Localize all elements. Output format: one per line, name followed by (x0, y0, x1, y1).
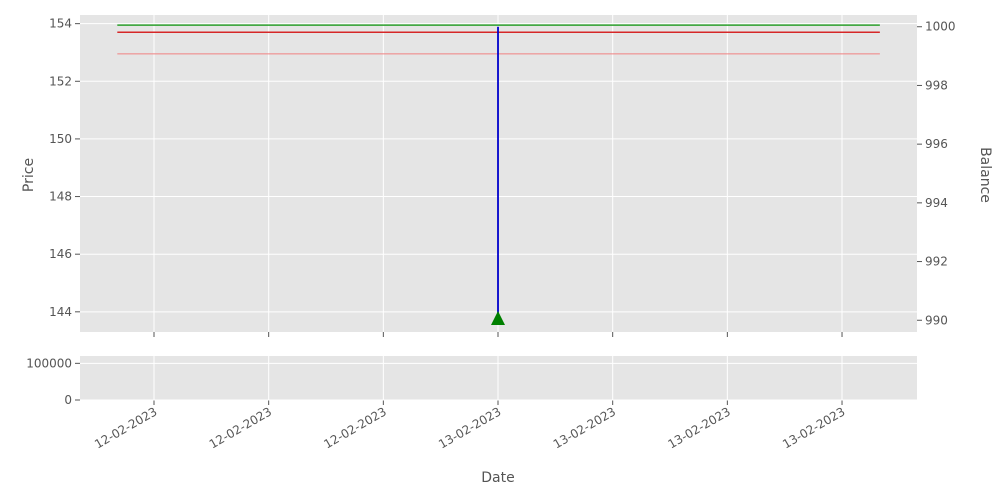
x-tick-label: 13-02-2023 (665, 404, 732, 451)
price-y-tick-label: 144 (49, 305, 72, 319)
x-tick-label: 12-02-2023 (207, 404, 274, 451)
price-y-tick-label: 152 (49, 74, 72, 88)
balance-axis-label: Balance (977, 147, 993, 203)
x-tick-label: 12-02-2023 (92, 404, 159, 451)
volume-panel: 12-02-2023 12-02-2023 12-02-2023 13-02-2023… (26, 356, 917, 451)
buy-marker (491, 311, 506, 326)
volume-y-tick-label: 0 (64, 393, 72, 407)
price-axis-label: Price (21, 158, 37, 192)
balance-y-tick-label: 998 (925, 78, 948, 92)
balance-y-tick-label: 990 (925, 313, 948, 327)
volume-y-tick-label: 100000 (26, 356, 72, 370)
balance-y-tick-label: 992 (925, 255, 948, 269)
price-y-tick-label: 150 (49, 132, 72, 146)
x-tick-label: 13-02-2023 (780, 404, 847, 451)
balance-y-tick-label: 994 (925, 196, 948, 210)
date-axis-label: Date (481, 470, 514, 486)
x-tick-label: 13-02-2023 (436, 404, 503, 451)
price-panel: 144 146 148 150 152 154 990 992 994 996 998 1000 (49, 15, 956, 337)
x-tick-label: 13-02-2023 (551, 404, 618, 451)
balance-y-tick-label: 996 (925, 137, 948, 151)
price-y-tick-label: 146 (49, 247, 72, 261)
price-y-tick-label: 148 (49, 190, 72, 204)
price-y-tick-label: 154 (49, 17, 72, 31)
x-tick-label: 12-02-2023 (321, 404, 388, 451)
balance-y-tick-label: 1000 (925, 20, 956, 34)
